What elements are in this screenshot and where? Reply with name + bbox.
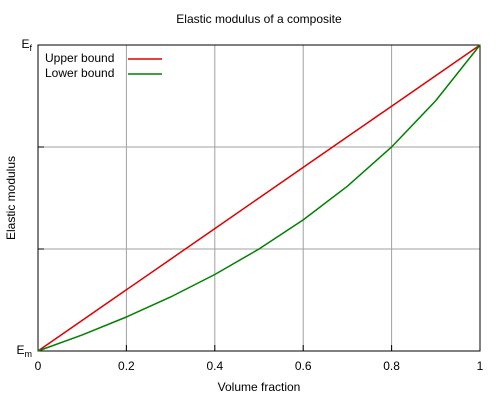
x-tick-label: 0.8 bbox=[383, 359, 400, 373]
y-tick-label: Em bbox=[16, 343, 32, 359]
legend-label: Upper bound bbox=[45, 51, 114, 65]
x-tick-label: 1 bbox=[477, 359, 484, 373]
legend-label: Lower bound bbox=[45, 66, 114, 80]
plot-frame bbox=[37, 44, 481, 352]
x-axis-label: Volume fraction bbox=[218, 380, 301, 394]
x-tick-label: 0.6 bbox=[295, 359, 312, 373]
chart-title: Elastic modulus of a composite bbox=[176, 12, 342, 26]
line-series bbox=[37, 44, 481, 352]
x-tick-label: 0.2 bbox=[118, 359, 135, 373]
x-tick-label: 0 bbox=[35, 359, 42, 373]
y-axis-label: Elastic modulus bbox=[4, 156, 18, 240]
x-tick-label: 0.4 bbox=[206, 359, 223, 373]
y-tick-label: Ef bbox=[21, 37, 32, 53]
line-series bbox=[37, 44, 481, 352]
